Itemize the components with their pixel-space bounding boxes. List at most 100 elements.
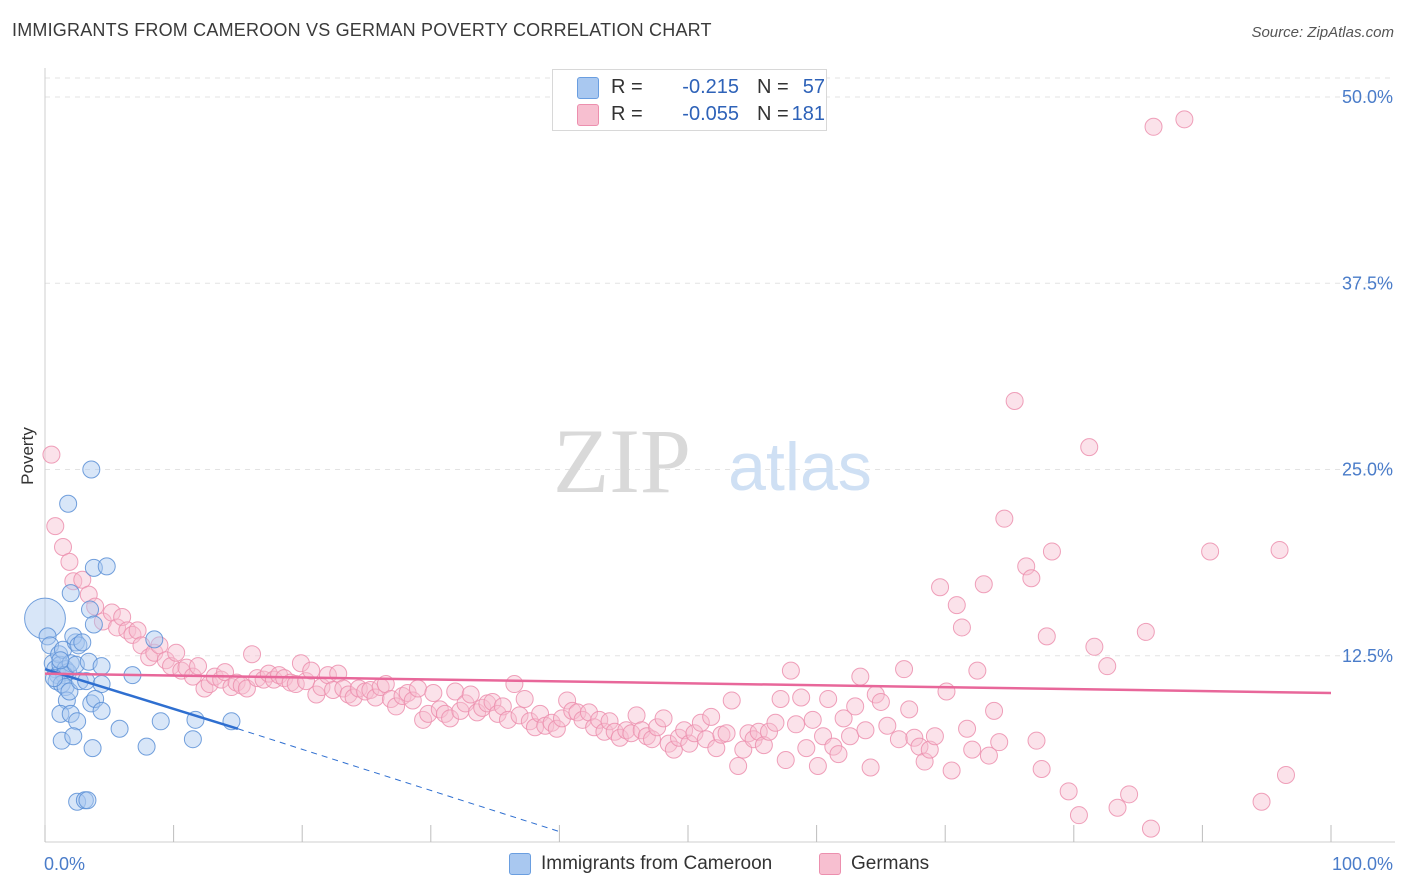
data-point	[227, 673, 246, 692]
data-point	[963, 740, 982, 759]
data-point	[183, 730, 202, 749]
legend-r-value: -0.055	[682, 103, 739, 125]
axes	[44, 68, 1395, 843]
data-point	[1069, 806, 1088, 825]
data-point	[1136, 622, 1155, 641]
data-point	[702, 707, 721, 726]
data-point	[302, 661, 321, 680]
data-point	[1201, 542, 1220, 561]
data-point	[856, 721, 875, 740]
data-point	[900, 700, 919, 719]
data-point	[931, 578, 950, 597]
data-point	[642, 730, 661, 749]
data-point	[749, 722, 768, 741]
data-point	[1098, 657, 1117, 676]
bottom-legend-swatch-cameroon	[509, 853, 531, 875]
data-point	[915, 752, 934, 771]
data-point	[803, 710, 822, 729]
data-point	[952, 618, 971, 637]
data-point	[771, 689, 790, 708]
data-point	[1252, 792, 1271, 811]
data-point	[685, 724, 704, 743]
data-point	[834, 709, 853, 728]
data-point	[990, 733, 1009, 752]
y-tick-label: 12.5%	[1342, 646, 1393, 666]
data-point	[792, 688, 811, 707]
data-point	[82, 460, 101, 479]
data-point	[113, 608, 132, 627]
data-point	[64, 727, 83, 746]
y-tick-label: 25.0%	[1342, 460, 1393, 480]
data-point	[654, 709, 673, 728]
trendline-cameroon-extension	[237, 728, 560, 833]
data-point	[808, 757, 827, 776]
data-point	[1032, 759, 1051, 778]
y-axis-label: Poverty	[18, 427, 37, 485]
data-point	[1120, 785, 1139, 804]
data-point	[787, 715, 806, 734]
data-point	[889, 730, 908, 749]
data-point	[498, 710, 517, 729]
data-point	[707, 739, 726, 758]
y-ticks: 12.5% 25.0% 37.5% 50.0%	[1342, 87, 1393, 666]
data-point	[958, 719, 977, 738]
data-point	[552, 709, 571, 728]
data-point	[846, 697, 865, 716]
legend-swatch-germans	[577, 104, 599, 126]
data-point	[968, 661, 987, 680]
legend-n-label: N =	[757, 76, 789, 98]
data-point	[424, 684, 443, 702]
data-point	[291, 654, 310, 673]
bottom-legend-swatch-germans	[819, 853, 841, 875]
legend-n-value: 181	[791, 103, 825, 125]
data-point	[729, 757, 748, 776]
data-point	[547, 719, 566, 738]
data-point	[851, 667, 870, 686]
data-point	[92, 701, 111, 720]
data-point	[156, 651, 175, 670]
data-point	[110, 719, 129, 738]
data-point	[64, 627, 83, 646]
data-point	[947, 596, 966, 615]
series-germans	[42, 110, 1295, 838]
data-point	[1085, 637, 1104, 656]
data-point	[925, 727, 944, 746]
data-point	[1042, 542, 1061, 561]
data-point	[920, 740, 939, 759]
data-point	[97, 557, 116, 576]
y-tick-label: 50.0%	[1342, 87, 1393, 107]
x-ticks: 0.0% 100.0%	[44, 854, 1393, 874]
data-point	[461, 685, 480, 704]
trendline-germans	[44, 672, 1332, 695]
data-point	[717, 724, 736, 743]
data-point	[334, 679, 353, 698]
data-point	[403, 691, 422, 710]
gridlines	[45, 77, 1395, 657]
data-point	[510, 706, 529, 725]
data-point	[515, 689, 534, 708]
trendlines	[44, 667, 1332, 833]
data-point	[387, 697, 406, 716]
data-point	[895, 660, 914, 679]
data-point	[42, 445, 61, 464]
data-point	[68, 712, 87, 731]
data-point	[1017, 557, 1036, 576]
data-point	[1141, 819, 1160, 838]
data-point	[841, 727, 860, 746]
data-point	[150, 636, 169, 655]
data-point	[151, 712, 170, 731]
watermark-atlas: atlas	[728, 429, 872, 505]
data-point	[344, 688, 363, 707]
data-point	[61, 584, 80, 603]
data-point	[766, 713, 785, 732]
watermark-zip: ZIP	[553, 410, 691, 512]
data-point	[79, 585, 98, 604]
data-point	[1175, 110, 1194, 129]
data-point	[797, 739, 816, 758]
data-point	[73, 633, 92, 652]
data-point	[1037, 627, 1056, 646]
data-point	[659, 734, 678, 753]
data-point	[985, 701, 1004, 720]
data-point	[286, 675, 305, 694]
